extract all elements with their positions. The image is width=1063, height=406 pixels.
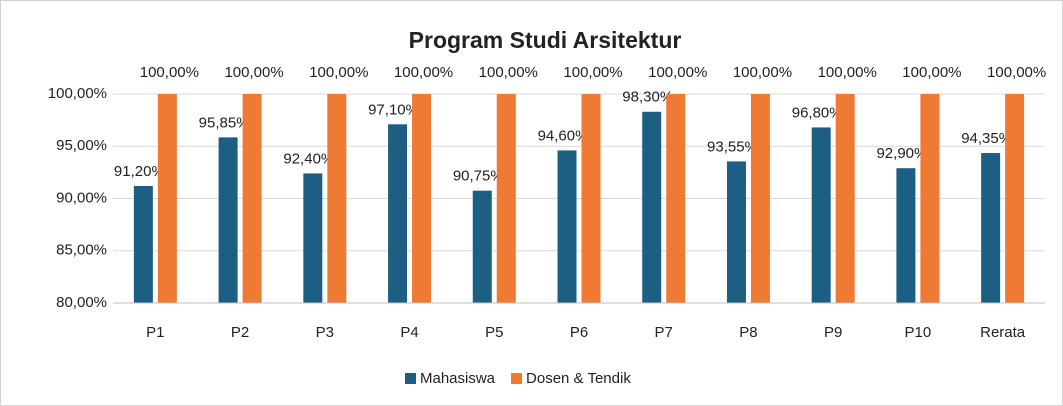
data-label: 92,40% <box>283 150 334 167</box>
bar <box>811 127 831 303</box>
x-tick-label: P2 <box>231 324 249 341</box>
data-label: 90,75% <box>453 168 504 185</box>
bar <box>157 94 177 303</box>
data-label: 92,90% <box>876 145 927 162</box>
bar <box>472 190 492 303</box>
data-label: 100,00% <box>818 64 877 81</box>
legend-swatch <box>511 373 523 384</box>
data-label: 98,30% <box>622 89 673 106</box>
data-label: 96,80% <box>792 104 843 121</box>
x-tick-label: P10 <box>905 324 932 341</box>
data-label: 100,00% <box>733 64 792 81</box>
data-label: 94,35% <box>961 130 1012 147</box>
bar <box>750 94 770 303</box>
x-tick-label: P4 <box>400 324 418 341</box>
chart-title: Program Studi Arsitektur <box>409 27 682 53</box>
bar <box>835 94 855 303</box>
x-tick-label: P1 <box>146 324 164 341</box>
x-tick-label: Rerata <box>980 324 1026 341</box>
bar <box>133 185 153 303</box>
data-label: 100,00% <box>394 64 453 81</box>
bar <box>218 137 238 303</box>
bar <box>920 94 940 303</box>
y-tick-label: 90,00% <box>56 189 107 206</box>
x-tick-label: P6 <box>570 324 588 341</box>
bar <box>642 111 662 303</box>
data-label: 100,00% <box>987 64 1046 81</box>
data-label: 100,00% <box>902 64 961 81</box>
legend-swatch <box>405 373 416 384</box>
bar <box>726 161 746 303</box>
bar <box>303 173 323 303</box>
data-label: 100,00% <box>648 64 707 81</box>
bar <box>388 124 408 304</box>
bar <box>412 94 432 303</box>
data-label: 97,10% <box>368 101 419 118</box>
legend-label: Dosen & Tendik <box>526 370 631 387</box>
data-label: 100,00% <box>140 64 199 81</box>
y-tick-label: 80,00% <box>56 294 107 311</box>
x-tick-label: P3 <box>316 324 334 341</box>
data-label: 100,00% <box>563 64 622 81</box>
bar <box>666 94 686 303</box>
data-label: 100,00% <box>224 64 283 81</box>
legend-label: Mahasiswa <box>420 370 496 387</box>
x-tick-label: P5 <box>485 324 503 341</box>
bar <box>496 94 516 303</box>
y-tick-label: 85,00% <box>56 242 107 259</box>
x-tick-label: P9 <box>824 324 842 341</box>
data-label: 95,85% <box>199 114 250 131</box>
x-tick-label: P7 <box>655 324 673 341</box>
bar <box>896 168 916 303</box>
y-tick-label: 95,00% <box>56 137 107 154</box>
bar <box>1005 94 1025 303</box>
bar <box>242 94 262 303</box>
bar <box>557 150 577 303</box>
data-label: 100,00% <box>309 64 368 81</box>
bar <box>981 153 1001 303</box>
bar <box>581 94 601 303</box>
data-label: 100,00% <box>479 64 538 81</box>
bar <box>327 94 347 303</box>
data-label: 93,55% <box>707 138 758 155</box>
data-label: 94,60% <box>538 127 589 144</box>
y-tick-label: 100,00% <box>48 85 107 102</box>
data-label: 91,20% <box>114 163 165 180</box>
x-tick-label: P8 <box>739 324 757 341</box>
